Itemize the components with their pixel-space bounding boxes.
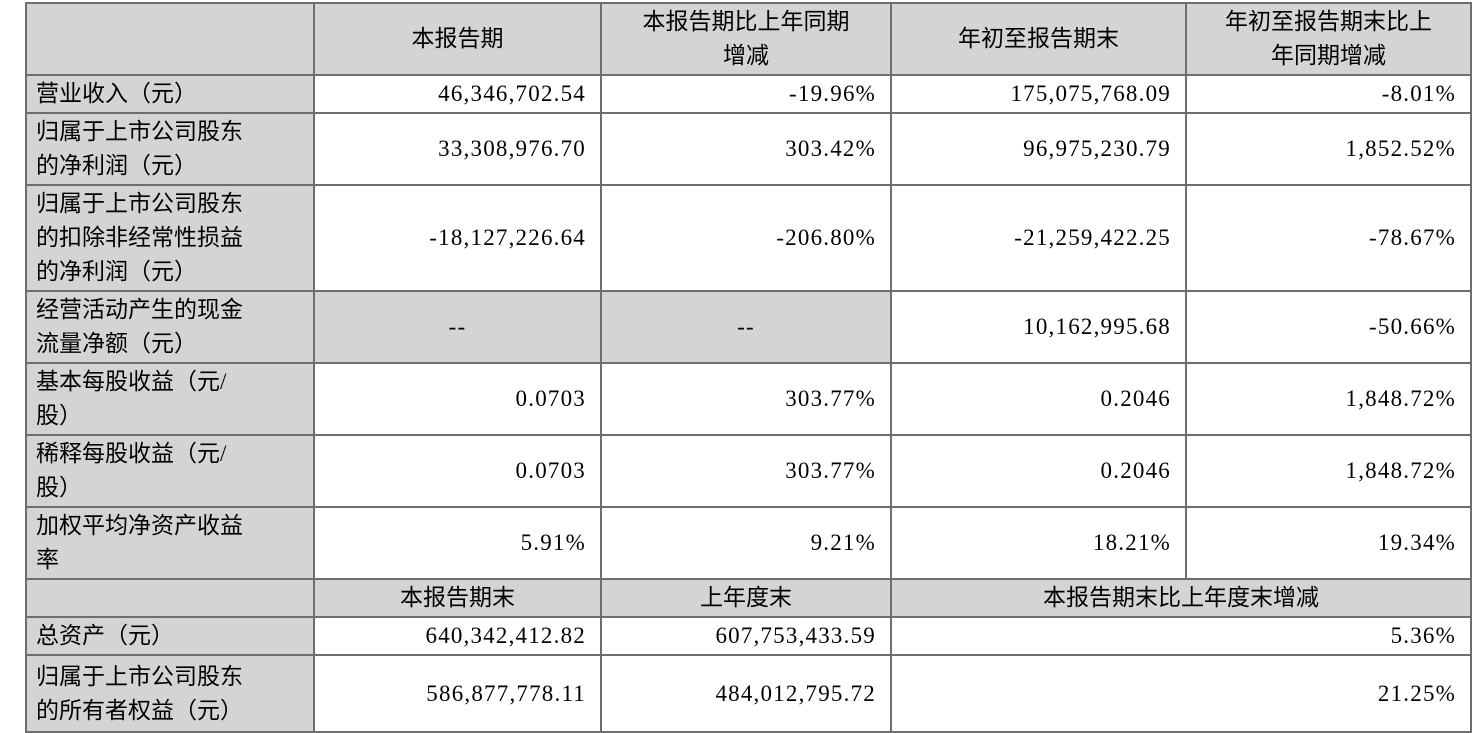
subheader-corner-cell bbox=[25, 578, 315, 618]
value-cell: 640,342,412.82 bbox=[313, 616, 602, 656]
table-row-revenue: 营业收入（元） 46,346,702.54 -19.96% 175,075,76… bbox=[25, 74, 1472, 114]
table-row-weighted-avg-roe: 加权平均净资产收益 率 5.91% 9.21% 18.21% 19.34% bbox=[25, 506, 1472, 580]
row-label-cell: 归属于上市公司股东 的扣除非经常性损益 的净利润（元） bbox=[25, 184, 315, 292]
row-label-cell: 经营活动产生的现金 流量净额（元） bbox=[25, 290, 315, 364]
header-cell-year-to-date-yoy: 年初至报告期末比上 年同期增减 bbox=[1185, 2, 1472, 76]
row-label-cell: 稀释每股收益（元/ 股） bbox=[25, 434, 315, 508]
value-cell: 19.34% bbox=[1185, 506, 1472, 580]
table-subheader-row: 本报告期末 上年度末 本报告期末比上年度末增减 bbox=[25, 578, 1472, 618]
header-cell-current-period: 本报告期 bbox=[313, 2, 602, 76]
header-cell-period-end-vs-prev-year-end: 本报告期末比上年度末增减 bbox=[890, 578, 1472, 618]
row-label-cell: 营业收入（元） bbox=[25, 74, 315, 114]
value-cell-na: -- bbox=[313, 290, 602, 364]
header-cell-period-end: 本报告期末 bbox=[313, 578, 602, 618]
table-row-diluted-eps: 稀释每股收益（元/ 股） 0.0703 303.77% 0.2046 1,848… bbox=[25, 434, 1472, 508]
value-cell: 1,848.72% bbox=[1185, 362, 1472, 436]
value-cell: 33,308,976.70 bbox=[313, 112, 602, 186]
row-label-cell: 归属于上市公司股东 的净利润（元） bbox=[25, 112, 315, 186]
value-cell: 0.2046 bbox=[890, 362, 1187, 436]
value-cell: 10,162,995.68 bbox=[890, 290, 1187, 364]
table-row-basic-eps: 基本每股收益（元/ 股） 0.0703 303.77% 0.2046 1,848… bbox=[25, 362, 1472, 436]
row-label-cell: 加权平均净资产收益 率 bbox=[25, 506, 315, 580]
value-cell: -78.67% bbox=[1185, 184, 1472, 292]
value-cell: 0.2046 bbox=[890, 434, 1187, 508]
value-cell-change: 21.25% bbox=[890, 654, 1472, 733]
header-cell-year-to-date: 年初至报告期末 bbox=[890, 2, 1187, 76]
value-cell: 607,753,433.59 bbox=[600, 616, 892, 656]
corner-header-cell bbox=[25, 2, 315, 76]
table-header-row: 本报告期 本报告期比上年同期 增减 年初至报告期末 年初至报告期末比上 年同期增… bbox=[25, 2, 1472, 76]
value-cell: 1,848.72% bbox=[1185, 434, 1472, 508]
value-cell: -21,259,422.25 bbox=[890, 184, 1187, 292]
row-label-cell: 归属于上市公司股东 的所有者权益（元） bbox=[25, 654, 315, 733]
table-row-operating-cash-flow: 经营活动产生的现金 流量净额（元） -- -- 10,162,995.68 -5… bbox=[25, 290, 1472, 364]
table-row-net-profit: 归属于上市公司股东 的净利润（元） 33,308,976.70 303.42% … bbox=[25, 112, 1472, 186]
value-cell: 9.21% bbox=[600, 506, 892, 580]
value-cell: 1,852.52% bbox=[1185, 112, 1472, 186]
value-cell: 46,346,702.54 bbox=[313, 74, 602, 114]
value-cell: 96,975,230.79 bbox=[890, 112, 1187, 186]
table-row-total-assets: 总资产（元） 640,342,412.82 607,753,433.59 5.3… bbox=[25, 616, 1472, 656]
key-financials-table: 本报告期 本报告期比上年同期 增减 年初至报告期末 年初至报告期末比上 年同期增… bbox=[25, 2, 1472, 733]
header-cell-current-period-yoy: 本报告期比上年同期 增减 bbox=[600, 2, 892, 76]
value-cell: 5.91% bbox=[313, 506, 602, 580]
value-cell-na: -- bbox=[600, 290, 892, 364]
row-label-cell: 基本每股收益（元/ 股） bbox=[25, 362, 315, 436]
value-cell: 18.21% bbox=[890, 506, 1187, 580]
value-cell: 303.42% bbox=[600, 112, 892, 186]
value-cell: 586,877,778.11 bbox=[313, 654, 602, 733]
value-cell: 0.0703 bbox=[313, 434, 602, 508]
header-cell-prev-year-end: 上年度末 bbox=[600, 578, 892, 618]
value-cell: 303.77% bbox=[600, 362, 892, 436]
value-cell: -206.80% bbox=[600, 184, 892, 292]
value-cell: 303.77% bbox=[600, 434, 892, 508]
value-cell: -18,127,226.64 bbox=[313, 184, 602, 292]
table-row-net-profit-excl-nonrecurring: 归属于上市公司股东 的扣除非经常性损益 的净利润（元） -18,127,226.… bbox=[25, 184, 1472, 292]
value-cell: 175,075,768.09 bbox=[890, 74, 1187, 114]
value-cell-change: 5.36% bbox=[890, 616, 1472, 656]
value-cell: 0.0703 bbox=[313, 362, 602, 436]
table-row-equity: 归属于上市公司股东 的所有者权益（元） 586,877,778.11 484,0… bbox=[25, 654, 1472, 733]
value-cell: -50.66% bbox=[1185, 290, 1472, 364]
value-cell: 484,012,795.72 bbox=[600, 654, 892, 733]
value-cell: -8.01% bbox=[1185, 74, 1472, 114]
value-cell: -19.96% bbox=[600, 74, 892, 114]
row-label-cell: 总资产（元） bbox=[25, 616, 315, 656]
